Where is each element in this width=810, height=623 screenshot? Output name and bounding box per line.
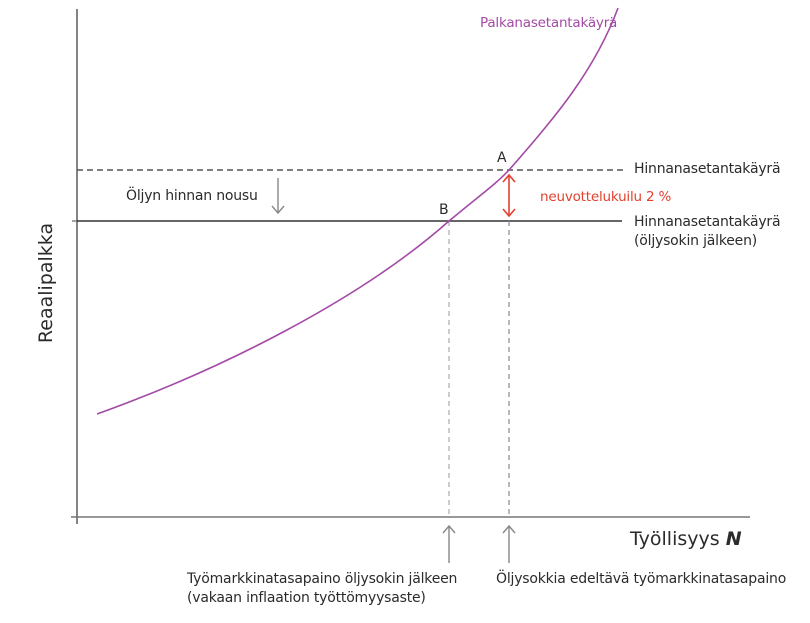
oil-price-rise-label: Öljyn hinnan nousu bbox=[126, 188, 258, 204]
point-a-label: A bbox=[497, 150, 507, 166]
point-b-label: B bbox=[439, 202, 449, 218]
equilibrium-after-label-line1: Työmarkkinatasapaino öljysokin jälkeen bbox=[187, 571, 458, 587]
x-axis-title-text: Työllisyys bbox=[630, 528, 720, 550]
up-arrow-icon bbox=[442, 524, 456, 563]
double-arrow-icon bbox=[502, 173, 516, 218]
wage-setting-curve bbox=[96, 7, 619, 415]
price-curve-after-label-line1: Hinnanasetantakäyrä bbox=[634, 214, 781, 230]
price-curve-after-label-line2: (öljysokin jälkeen) bbox=[634, 233, 757, 249]
equilibrium-before-label: Öljysokkia edeltävä työmarkkinatasapaino bbox=[496, 571, 787, 587]
down-arrow-icon bbox=[271, 178, 285, 215]
up-arrow-icon bbox=[502, 524, 516, 563]
bargaining-gap-label: neuvottelukuilu 2 % bbox=[540, 189, 672, 205]
x-axis-variable: N bbox=[725, 528, 742, 550]
y-axis-title: Reaalipalkka bbox=[35, 222, 57, 344]
equilibrium-after-label-line2: (vakaan inflaation työttömyysaste) bbox=[187, 590, 426, 606]
price-curve-before-label: Hinnanasetantakäyrä bbox=[634, 161, 781, 177]
x-axis-title: Työllisyys N bbox=[630, 528, 742, 550]
wage-curve-label: Palkanasetantakäyrä bbox=[480, 15, 618, 31]
